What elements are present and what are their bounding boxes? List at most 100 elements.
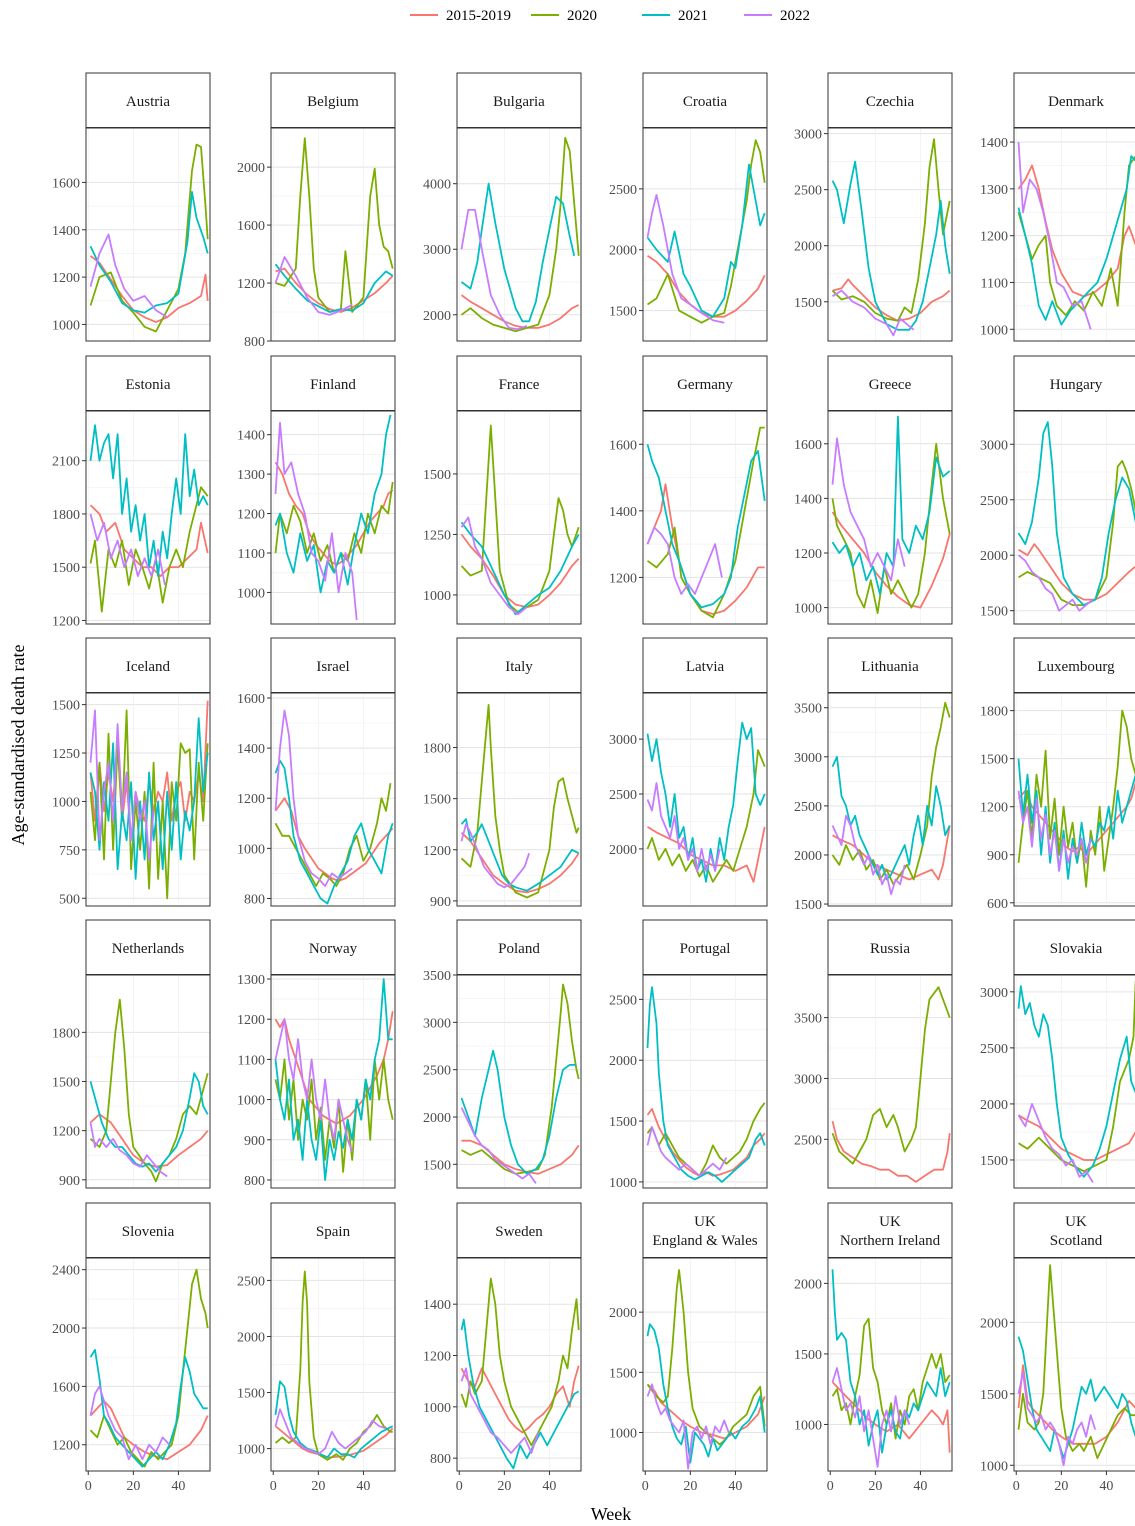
facet-title: Bulgaria xyxy=(493,94,545,110)
panel-border xyxy=(642,1257,768,1472)
facet-panel: France 1000 1250 1500 xyxy=(423,355,582,625)
series-line-2022 xyxy=(89,1385,171,1461)
facet-strip xyxy=(270,919,396,976)
y-tick-label: 1500 xyxy=(237,1387,265,1402)
facet-panel: Italy 900 1200 1500 1800 xyxy=(423,637,582,910)
y-tick-label: 1000 xyxy=(609,1176,637,1191)
facet-title: Norway xyxy=(309,941,358,957)
x-tick-label: 20 xyxy=(126,1479,140,1494)
facet-strip xyxy=(270,355,396,412)
series-line-2015-2019 xyxy=(646,1108,766,1177)
series-line-2021 xyxy=(646,163,766,318)
facet-title: Russia xyxy=(870,941,910,957)
panel-background xyxy=(86,411,210,624)
y-tick-label: 2000 xyxy=(609,1306,637,1321)
y-tick-label: 900 xyxy=(987,849,1008,864)
series-line-2021 xyxy=(274,263,394,313)
facet-title: Lithuania xyxy=(861,659,919,675)
y-tick-label: 1200 xyxy=(423,1350,451,1365)
series-line-2022 xyxy=(274,1018,354,1153)
y-tick-label: 2500 xyxy=(609,788,637,803)
y-tick-label: 1600 xyxy=(609,438,637,453)
panel-border xyxy=(85,692,211,907)
facet-title: Denmark xyxy=(1048,94,1104,110)
facet-panel: Germany 1200 1400 1600 xyxy=(609,355,768,625)
y-tick-label: 750 xyxy=(59,844,80,859)
y-tick-label: 1600 xyxy=(237,219,265,234)
series-line-2015-2019 xyxy=(831,1120,951,1183)
y-tick-label: 1800 xyxy=(980,705,1008,720)
facet-strip xyxy=(85,637,211,694)
y-tick-label: 1200 xyxy=(423,844,451,859)
facet-title: UK xyxy=(1065,1214,1087,1230)
facet-title: Latvia xyxy=(686,659,725,675)
facet-panel: Israel 800 1000 1200 1400 1600 xyxy=(237,637,396,907)
series-line-2020 xyxy=(646,139,766,324)
series-line-2020 xyxy=(460,1277,580,1447)
facet-panel: Norway 800 900 1000 1100 1200 1300 xyxy=(237,919,396,1189)
panel-background xyxy=(643,128,767,341)
series-line-2021 xyxy=(89,424,209,577)
panel-border xyxy=(642,974,768,1189)
y-tick-label: 2000 xyxy=(794,1277,822,1292)
y-tick-label: 1400 xyxy=(794,492,822,507)
facet-strip xyxy=(1013,919,1135,976)
panel-background xyxy=(643,693,767,906)
series-line-2021 xyxy=(89,191,209,314)
panel-background xyxy=(271,693,395,906)
facet-title: England & Wales xyxy=(652,1233,757,1249)
series-line-2022 xyxy=(831,814,906,896)
facet-strip xyxy=(1013,1202,1135,1259)
y-tick-label: 1200 xyxy=(52,614,80,629)
panel-border xyxy=(827,974,953,1189)
panel-background xyxy=(457,1258,581,1471)
y-tick-label: 1200 xyxy=(980,801,1008,816)
facet-panel: Luxembourg 600 900 1200 1500 1800 xyxy=(980,637,1135,912)
facet-title: Spain xyxy=(316,1224,351,1240)
facet-strip xyxy=(827,1202,953,1259)
y-tick-label: 1100 xyxy=(981,276,1008,291)
facet-panel: Estonia 1200 1500 1800 2100 xyxy=(52,355,211,629)
y-tick-label: 1200 xyxy=(237,792,265,807)
series-line-2021 xyxy=(274,759,394,905)
series-line-2020 xyxy=(1017,155,1135,317)
y-tick-label: 1400 xyxy=(980,136,1008,151)
facet-strip xyxy=(456,637,582,694)
x-tick-label: 20 xyxy=(1054,1479,1068,1494)
x-tick-label: 0 xyxy=(456,1479,463,1494)
series-line-2015-2019 xyxy=(89,504,209,577)
y-tick-label: 1500 xyxy=(423,468,451,483)
facet-title: Scotland xyxy=(1050,1233,1103,1249)
legend-label: 2015-2019 xyxy=(446,8,511,24)
facet-title: Greece xyxy=(869,377,912,393)
panel-border xyxy=(456,1257,582,1472)
series-line-2021 xyxy=(831,755,951,881)
facet-panel: Denmark 1000 1100 1200 1300 1400 xyxy=(980,72,1135,342)
y-tick-label: 3500 xyxy=(794,702,822,717)
x-tick-label: 20 xyxy=(497,1479,511,1494)
facet-strip xyxy=(270,1202,396,1259)
series-line-2021 xyxy=(89,1349,208,1468)
facet-strip xyxy=(642,1202,768,1259)
series-line-2022 xyxy=(646,526,723,595)
series-line-2021 xyxy=(646,444,766,609)
series-line-2022 xyxy=(1017,554,1094,612)
panel-background xyxy=(86,1258,210,1471)
series-line-2022 xyxy=(1017,790,1092,872)
y-tick-label: 1300 xyxy=(237,973,265,988)
panel-border xyxy=(1013,410,1135,625)
y-tick-label: 2000 xyxy=(980,549,1008,564)
facet-title: Northern Ireland xyxy=(840,1233,941,1249)
facet-title: Slovakia xyxy=(1050,941,1103,957)
y-tick-label: 2500 xyxy=(609,993,637,1008)
y-tick-label: 2000 xyxy=(423,309,451,324)
y-tick-label: 1000 xyxy=(980,1459,1008,1474)
series-line-2022 xyxy=(89,709,155,861)
y-tick-label: 1000 xyxy=(52,318,80,333)
facet-title: Luxembourg xyxy=(1037,659,1115,675)
facet-panel: UK England & Wales 1000 1500 2000 0 20 40 xyxy=(609,1202,768,1494)
y-tick-label: 600 xyxy=(987,897,1008,912)
y-tick-label: 1000 xyxy=(237,1443,265,1458)
y-tick-label: 3000 xyxy=(980,438,1008,453)
y-tick-label: 1400 xyxy=(609,505,637,520)
